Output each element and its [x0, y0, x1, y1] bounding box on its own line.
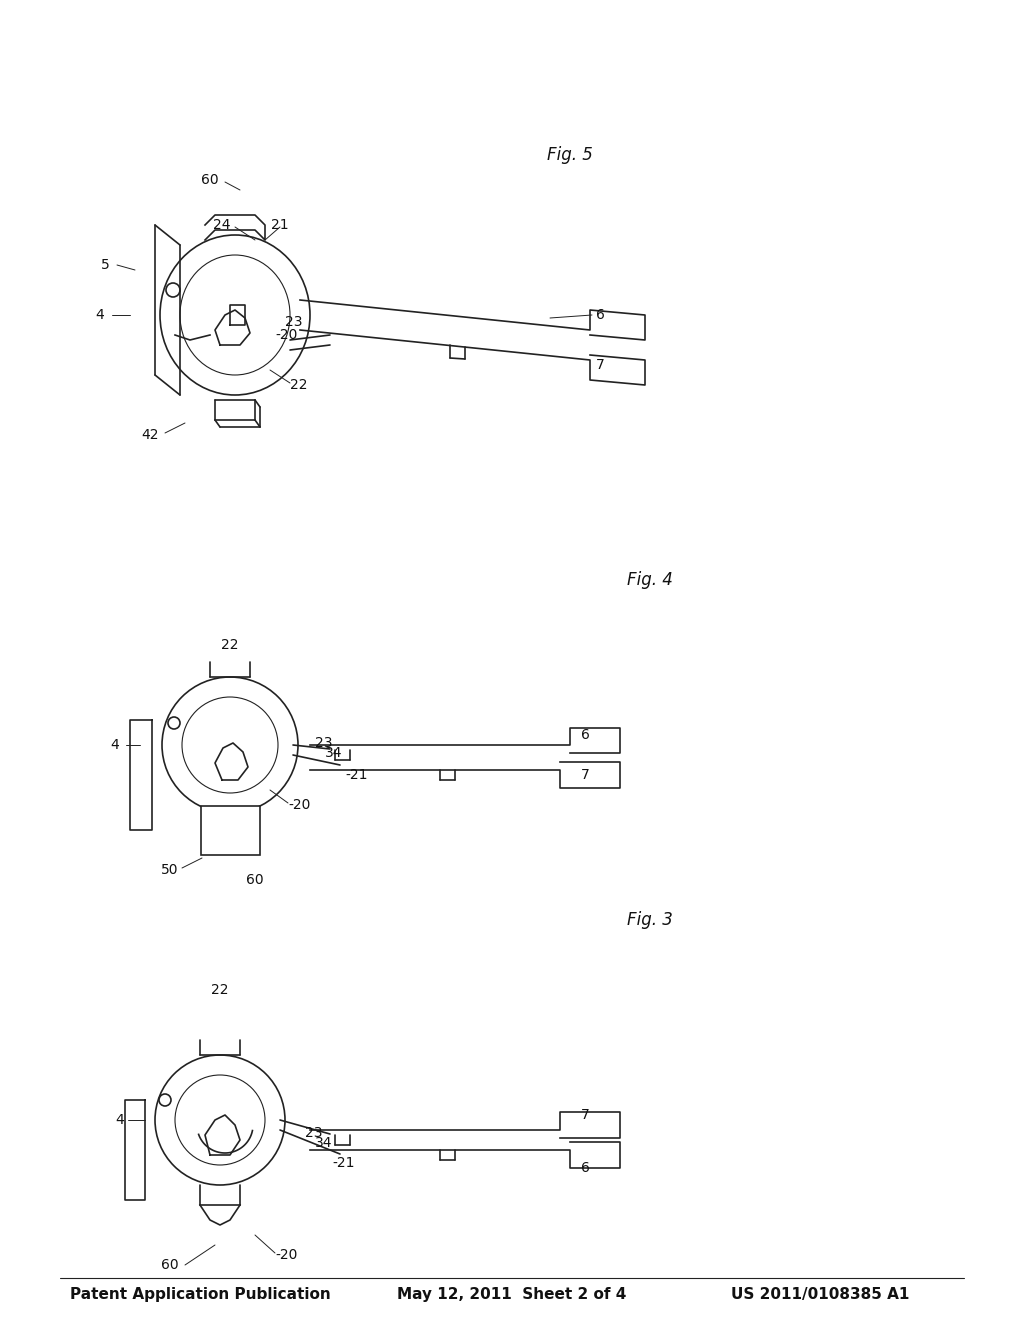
Text: 6: 6: [596, 308, 604, 322]
Text: 60: 60: [201, 173, 219, 187]
Text: Fig. 3: Fig. 3: [627, 911, 673, 929]
Text: 23: 23: [305, 1126, 323, 1140]
Text: 60: 60: [161, 1258, 179, 1272]
Text: 22: 22: [211, 983, 228, 997]
Text: US 2011/0108385 A1: US 2011/0108385 A1: [731, 1287, 909, 1303]
Text: 50: 50: [161, 863, 179, 876]
Text: 60: 60: [246, 873, 264, 887]
Text: 22: 22: [290, 378, 307, 392]
Text: -21: -21: [345, 768, 368, 781]
Text: 24: 24: [213, 218, 230, 232]
Text: -20: -20: [275, 327, 297, 342]
Text: -20: -20: [288, 799, 310, 812]
Text: Fig. 5: Fig. 5: [547, 147, 593, 164]
Text: 4: 4: [111, 738, 120, 752]
Text: 7: 7: [581, 768, 590, 781]
FancyBboxPatch shape: [201, 807, 260, 855]
Text: -21: -21: [332, 1156, 354, 1170]
Text: Fig. 4: Fig. 4: [627, 572, 673, 589]
Text: 4: 4: [95, 308, 104, 322]
Text: 4: 4: [116, 1113, 124, 1127]
Text: 5: 5: [100, 257, 110, 272]
Text: 34: 34: [325, 746, 342, 760]
Text: 6: 6: [581, 729, 590, 742]
Text: 7: 7: [581, 1107, 590, 1122]
Text: 34: 34: [315, 1137, 333, 1150]
Text: 6: 6: [581, 1162, 590, 1175]
Text: 23: 23: [285, 315, 302, 329]
Text: 42: 42: [141, 428, 159, 442]
Text: 22: 22: [221, 638, 239, 652]
Text: May 12, 2011  Sheet 2 of 4: May 12, 2011 Sheet 2 of 4: [397, 1287, 627, 1303]
Text: 21: 21: [271, 218, 289, 232]
Text: Patent Application Publication: Patent Application Publication: [70, 1287, 331, 1303]
Text: -20: -20: [275, 1247, 297, 1262]
Text: 23: 23: [315, 737, 333, 750]
Text: 7: 7: [596, 358, 604, 372]
